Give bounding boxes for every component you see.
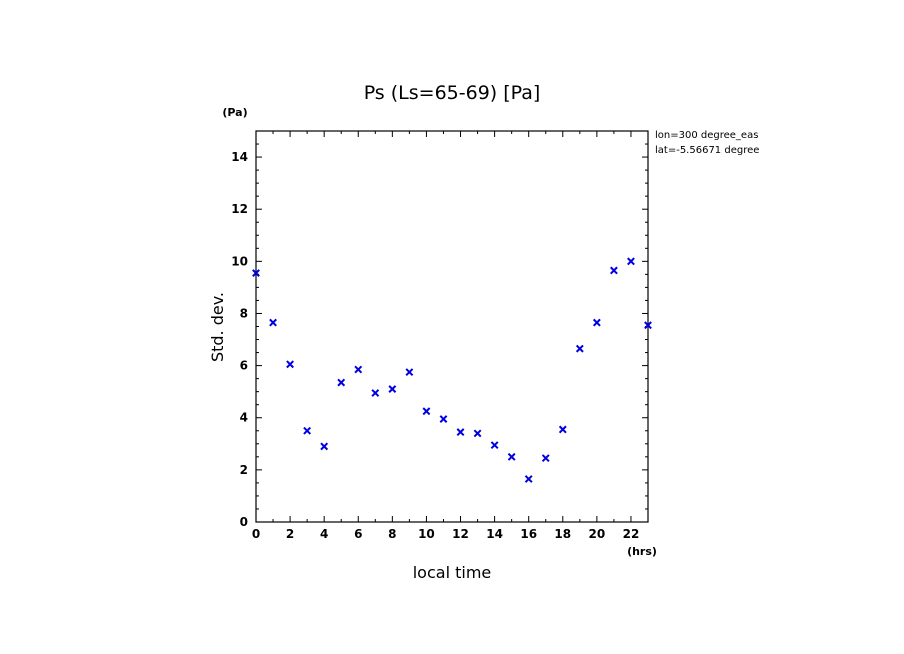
data-point [286, 360, 294, 369]
data-point [354, 365, 363, 374]
data-point [558, 425, 567, 434]
y-tick-label: 2 [240, 463, 248, 477]
x-tick-label: 20 [589, 527, 606, 541]
data-point [507, 452, 516, 461]
data-point [320, 442, 329, 451]
data-point [456, 428, 465, 436]
x-tick-label: 22 [623, 527, 640, 541]
y-tick-label: 8 [240, 306, 248, 320]
data-point [644, 321, 652, 330]
data-point [473, 429, 482, 438]
data-point [252, 269, 260, 277]
data-point [627, 257, 635, 266]
x-tick-label: 14 [486, 527, 503, 541]
data-point [337, 378, 346, 387]
x-tick-label: 10 [418, 527, 435, 541]
x-tick-label: 6 [354, 527, 362, 541]
x-tick-label: 4 [320, 527, 328, 541]
y-tick-label: 10 [231, 254, 248, 268]
x-tick-label: 2 [286, 527, 294, 541]
y-tick-label: 0 [240, 515, 248, 529]
data-point [303, 426, 312, 435]
data-point [405, 368, 414, 377]
data-point [439, 415, 448, 423]
data-point [388, 385, 397, 393]
x-tick-label: 12 [452, 527, 469, 541]
x-tick-label: 0 [252, 527, 260, 541]
x-tick-label: 18 [554, 527, 571, 541]
data-point [610, 266, 618, 275]
data-point [524, 475, 533, 483]
annotation-lat: lat=-5.56671 degree [655, 145, 759, 156]
chart-title: Ps (Ls=65-69) [Pa] [364, 82, 541, 104]
y-tick-label: 4 [240, 411, 248, 425]
plot-frame [255, 130, 649, 523]
data-point [541, 454, 550, 463]
y-axis-label: Std. dev. [208, 292, 227, 362]
data-point [422, 407, 431, 416]
x-unit-label: (hrs) [627, 545, 657, 558]
y-tick-label: 14 [231, 150, 248, 164]
axes: 0 2 4 6 8 10 12 14 16 18 20 22 0 2 4 6 8 10 12 14 [231, 130, 649, 541]
y-tick-label: 6 [240, 359, 248, 373]
y-tick-label: 12 [231, 202, 248, 216]
x-tick-label: 16 [520, 527, 537, 541]
data-point [371, 389, 380, 397]
annotation-lon: lon=300 degree_eas [655, 130, 758, 141]
x-axis-label: local time [413, 563, 492, 582]
data-point [592, 318, 601, 327]
data-points [252, 257, 652, 483]
data-point [575, 344, 584, 353]
y-unit-label: (Pa) [222, 106, 247, 119]
x-tick-label: 8 [388, 527, 396, 541]
data-point [269, 318, 277, 327]
data-point [490, 441, 499, 450]
